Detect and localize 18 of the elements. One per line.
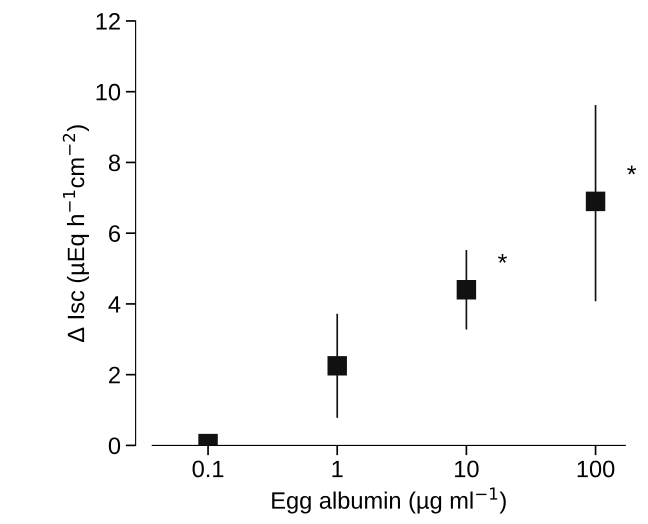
point	[328, 356, 347, 376]
x-tick-label: 0.1	[192, 460, 224, 478]
y-tick-label: 4	[108, 296, 120, 312]
y-tick-label: 2	[109, 366, 120, 384]
y-tick-label: 6	[109, 225, 120, 242]
y-tick-label: 8	[108, 154, 120, 172]
x-tick-label: 1	[332, 460, 343, 478]
y-tick-label: 0	[108, 437, 120, 454]
point	[456, 280, 476, 300]
x-tick-label: 100	[578, 460, 614, 478]
x-axis-title: Egg albumin (µg ml$^{−1}$)	[272, 488, 506, 514]
y-axis-title: Δ Isc (µEq h$^{−1}$cm$^{−2}$)	[62, 125, 89, 342]
x-tick-label: 10	[455, 460, 479, 478]
annotation: *	[627, 166, 636, 174]
y-tick-label: 10	[96, 84, 120, 100]
point	[586, 192, 606, 212]
annotation: *	[498, 254, 507, 263]
y-tick-label: 12	[96, 13, 120, 30]
